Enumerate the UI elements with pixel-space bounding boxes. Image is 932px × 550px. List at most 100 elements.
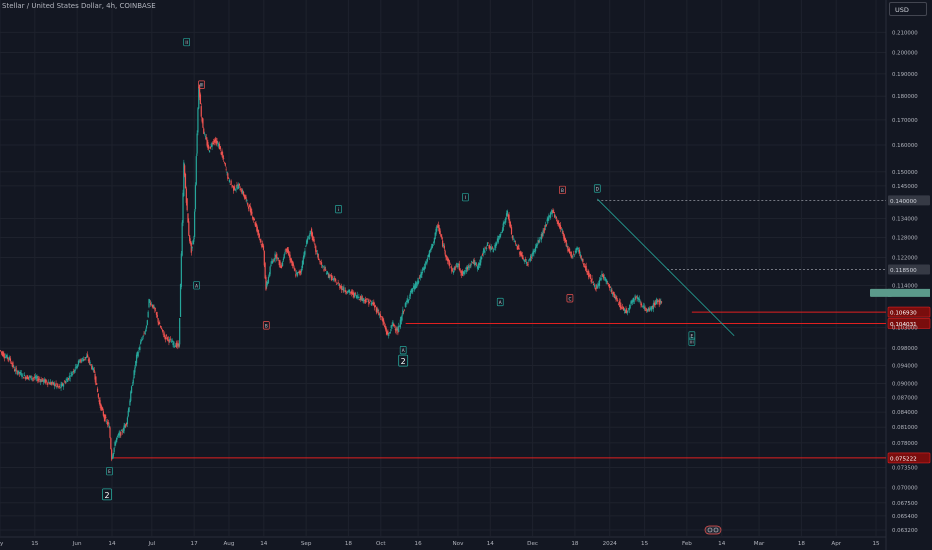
candle-body: [191, 246, 193, 249]
candle-body: [136, 351, 138, 356]
candle-body: [554, 216, 557, 217]
candle-body: [219, 146, 221, 150]
candle-body: [307, 237, 309, 239]
candle-body: [333, 278, 335, 280]
candle-body: [286, 248, 288, 252]
candle-body: [464, 271, 466, 273]
candle-body: [355, 295, 357, 298]
candle-body: [493, 248, 495, 250]
candle-body: [589, 274, 591, 280]
candle-body: [268, 273, 270, 277]
candle-body: [400, 316, 402, 325]
wave-label: D: [596, 187, 599, 192]
candle-body: [33, 377, 35, 379]
time-tick-label: Dec: [527, 541, 538, 547]
candle-body: [196, 133, 198, 154]
candle-body: [532, 250, 534, 255]
candle-body: [306, 238, 309, 243]
candle-body: [208, 150, 211, 153]
candle-body: [373, 301, 375, 305]
candle-body: [639, 302, 641, 304]
candle-body: [93, 369, 95, 373]
candle-body: [484, 251, 486, 253]
candle-body: [477, 263, 479, 270]
candle-body: [420, 271, 422, 278]
candle-body: [516, 246, 518, 250]
candle-body: [188, 221, 190, 236]
candle-body: [179, 318, 181, 345]
candle-body: [51, 382, 53, 384]
candle-body: [577, 248, 579, 250]
candle-body: [622, 306, 625, 311]
candle-body: [94, 374, 96, 380]
candle-body: [421, 272, 423, 275]
candle-body: [345, 290, 347, 293]
time-tick-label: Feb: [682, 541, 692, 547]
candle-body: [334, 278, 336, 280]
candle-body: [573, 253, 575, 255]
candle-body: [452, 271, 455, 273]
candle-body: [169, 338, 171, 340]
candle-body: [28, 376, 31, 378]
candle-body: [428, 251, 430, 258]
candle-body: [562, 230, 564, 235]
candle-body: [434, 232, 436, 239]
candle-body: [593, 283, 595, 286]
candle-body: [650, 306, 652, 310]
candle-body: [135, 354, 138, 364]
candle-body: [495, 243, 497, 248]
candle-body: [640, 303, 642, 306]
candle-body: [510, 227, 513, 235]
candle-body: [239, 188, 241, 191]
wave-label: A: [402, 348, 405, 353]
candle-body: [114, 442, 116, 447]
candle-body: [310, 230, 312, 233]
candle-body: [269, 266, 271, 275]
candle-body: [344, 290, 346, 292]
candle-body: [312, 236, 314, 239]
candle-body: [554, 214, 556, 218]
candle-body: [527, 264, 529, 265]
candle-body: [165, 335, 168, 337]
candle-body: [279, 261, 281, 265]
candle-body: [632, 300, 634, 302]
wave-label-box: [335, 205, 342, 214]
candle-body: [353, 292, 355, 297]
candle-body: [398, 325, 400, 332]
candle-body: [116, 435, 119, 437]
candle-body: [70, 372, 72, 374]
candle-body: [199, 84, 201, 98]
candle-body: [419, 275, 421, 278]
candle-body: [598, 279, 601, 286]
candle-body: [276, 253, 278, 259]
candle-body: [383, 320, 385, 324]
candle-body: [132, 379, 134, 384]
candle-body: [492, 249, 494, 253]
candle-body: [401, 315, 403, 321]
candle-body: [96, 383, 98, 385]
candle-body: [586, 271, 588, 273]
candle-body: [262, 243, 264, 247]
clock-badge-glyph: [713, 527, 719, 533]
candle-body: [77, 360, 80, 365]
candle-body: [538, 240, 540, 243]
candle-body: [248, 204, 250, 207]
candle-body: [610, 289, 612, 292]
candle-body: [446, 256, 448, 260]
candle-body: [15, 368, 17, 370]
currency-button[interactable]: USD: [889, 2, 927, 16]
candle-body: [447, 258, 450, 262]
candle-body: [166, 338, 168, 340]
candle-body: [257, 230, 260, 235]
candle-body: [548, 215, 550, 220]
candle-body: [302, 257, 304, 265]
candle-body: [335, 278, 337, 281]
candle-body: [189, 240, 192, 244]
candle-body: [34, 375, 36, 379]
candle-body: [205, 137, 207, 140]
candle-body: [362, 299, 364, 302]
candle-body: [43, 380, 45, 383]
candle-body: [62, 383, 64, 386]
